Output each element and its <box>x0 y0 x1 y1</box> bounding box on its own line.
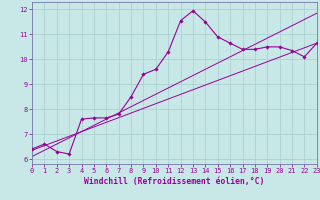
X-axis label: Windchill (Refroidissement éolien,°C): Windchill (Refroidissement éolien,°C) <box>84 177 265 186</box>
